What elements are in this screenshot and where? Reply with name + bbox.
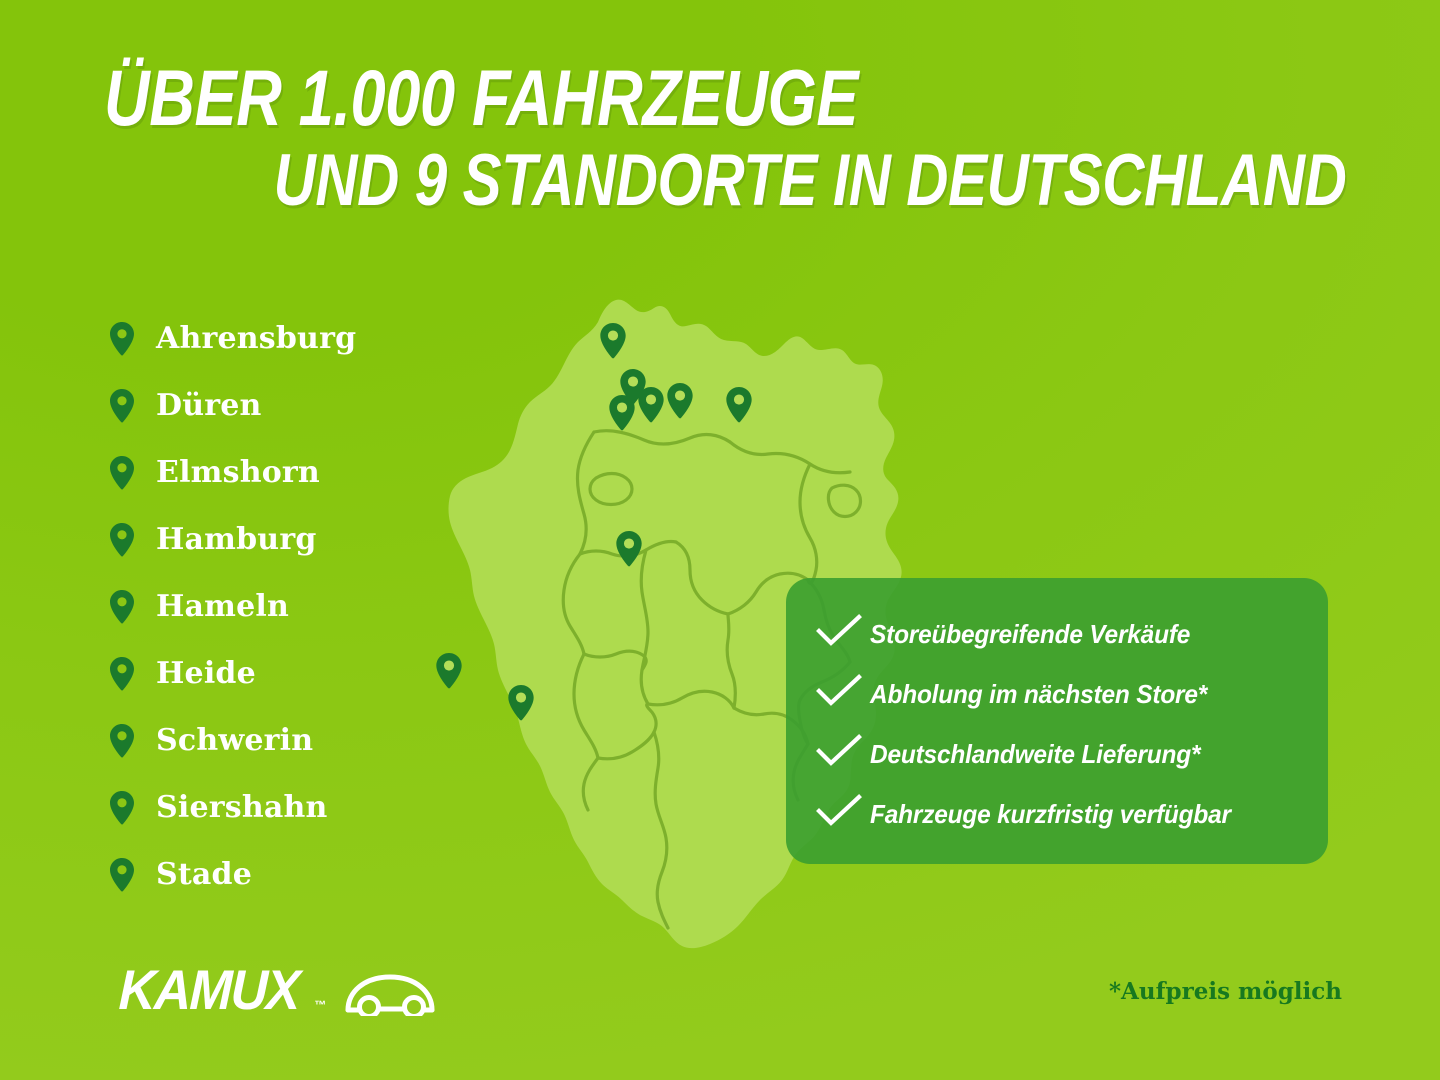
map-pin-siershahn[interactable]	[506, 684, 536, 722]
list-item[interactable]: Heide	[108, 640, 438, 707]
list-item[interactable]: Ahrensburg	[108, 305, 438, 372]
map-pin-hamburg[interactable]	[636, 386, 666, 424]
city-name: Elmshorn	[156, 455, 320, 490]
check-icon	[816, 674, 870, 714]
page-title: ÜBER 1.000 FAHRZEUGE UND 9 STANDORTE IN …	[104, 58, 1374, 217]
list-item[interactable]: Elmshorn	[108, 439, 438, 506]
map-pin-ahrensburg[interactable]	[665, 382, 695, 420]
map-pin-icon	[108, 790, 142, 826]
logo-wordmark: KAMUX	[117, 958, 300, 1021]
feature-label: Storeübegreifende Verkäufe	[870, 618, 1191, 649]
check-icon	[816, 794, 870, 834]
features-panel: Storeübegreifende Verkäufe Abholung im n…	[786, 578, 1328, 864]
feature-label: Fahrzeuge kurzfristig verfügbar	[870, 798, 1231, 829]
map-pin-icon	[108, 388, 142, 424]
map-pin-icon	[108, 522, 142, 558]
headline-line-1: ÜBER 1.000 FAHRZEUGE	[104, 58, 1120, 137]
list-item[interactable]: Schwerin	[108, 707, 438, 774]
map-pin-hameln[interactable]	[614, 530, 644, 568]
map-pin-icon	[108, 321, 142, 357]
car-icon	[342, 970, 438, 1016]
map-pin-icon	[108, 857, 142, 893]
feature-item: Fahrzeuge kurzfristig verfügbar	[816, 794, 1298, 834]
city-name: Hamburg	[156, 522, 317, 557]
check-icon	[816, 614, 870, 654]
feature-item: Deutschlandweite Lieferung*	[816, 734, 1298, 774]
check-icon	[816, 734, 870, 774]
feature-label: Abholung im nächsten Store*	[870, 678, 1208, 709]
list-item[interactable]: Stade	[108, 841, 438, 908]
headline-country-text: IN DEUTSCHLAND	[817, 139, 1347, 221]
kamux-logo[interactable]: KAMUX ™	[117, 958, 438, 1021]
city-name: Düren	[156, 388, 262, 423]
headline-vehicle-count: 1.000 FAHRZEUGE	[298, 53, 859, 142]
headline-location-count: 9 STANDORTE	[414, 139, 818, 221]
map-pin-icon	[108, 589, 142, 625]
footnote: *Aufpreis möglich	[1109, 978, 1342, 1005]
map-pin-dueren[interactable]	[434, 652, 464, 690]
trademark-symbol: ™	[314, 998, 327, 1012]
city-name: Ahrensburg	[156, 321, 357, 356]
headline-line-2: UND 9 STANDORTE IN DEUTSCHLAND	[104, 144, 1347, 217]
city-name: Schwerin	[156, 723, 314, 758]
map-pin-heide[interactable]	[598, 322, 628, 360]
city-list: Ahrensburg Düren Elmshorn Hamburg Hameln	[108, 305, 438, 908]
feature-label: Deutschlandweite Lieferung*	[870, 738, 1201, 769]
city-name: Hameln	[156, 589, 290, 624]
headline-und-text: UND	[273, 139, 415, 221]
list-item[interactable]: Düren	[108, 372, 438, 439]
headline-ueber-text: ÜBER	[104, 53, 299, 142]
city-name: Heide	[156, 656, 256, 691]
map-pin-icon	[108, 656, 142, 692]
map-pin-icon	[108, 723, 142, 759]
list-item[interactable]: Hameln	[108, 573, 438, 640]
feature-item: Storeübegreifende Verkäufe	[816, 614, 1298, 654]
map-pin-stade[interactable]	[607, 394, 637, 432]
city-name: Siershahn	[156, 790, 328, 825]
list-item[interactable]: Siershahn	[108, 774, 438, 841]
map-pin-schwerin[interactable]	[724, 386, 754, 424]
feature-item: Abholung im nächsten Store*	[816, 674, 1298, 714]
map-pin-icon	[108, 455, 142, 491]
list-item[interactable]: Hamburg	[108, 506, 438, 573]
city-name: Stade	[156, 857, 253, 892]
